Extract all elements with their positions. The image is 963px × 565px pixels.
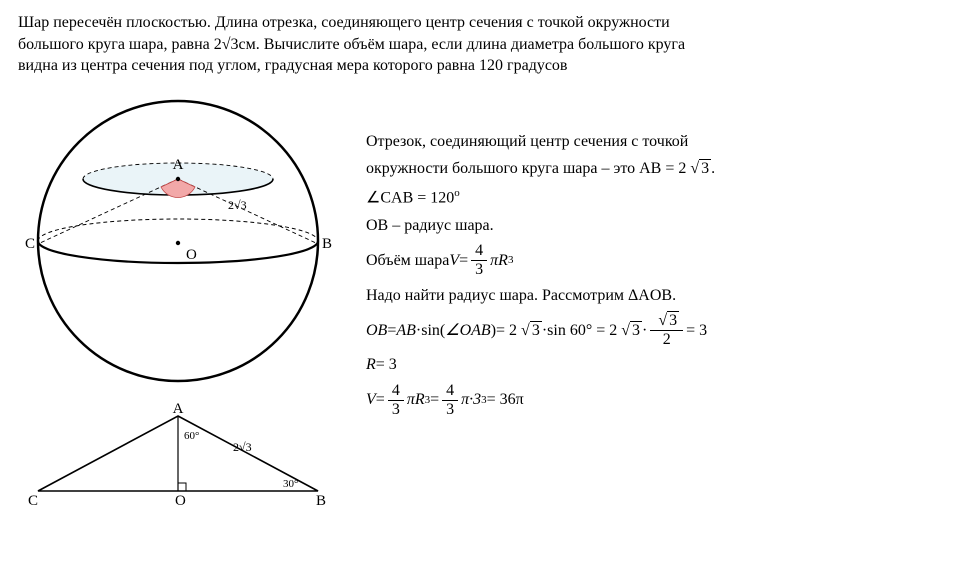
svg-text:B: B [316, 493, 326, 509]
problem-statement: Шар пересечён плоскостью. Длина отрезка,… [18, 12, 945, 77]
svg-text:30°: 30° [283, 478, 298, 490]
solution-text: OB – радиус шара. [366, 215, 945, 237]
solution-text: окружности большого круга шара – это AB … [366, 158, 945, 180]
triangle-diagram: A C B O 60° 2√3 30° [28, 401, 328, 511]
svg-text:B: B [322, 236, 332, 252]
ob-calc: OB = AB ·sin ( ∠OAB ) = 23 ·sin 60° = 23… [366, 312, 945, 348]
svg-text:A: A [173, 401, 184, 417]
solution-text: Надо найти радиус шара. Рассмотрим ΔAOB. [366, 285, 945, 307]
svg-text:60°: 60° [184, 430, 199, 442]
svg-text:C: C [25, 236, 35, 252]
volume-formula: Объём шара V = 43 π R3 [366, 242, 945, 278]
svg-text:2√3: 2√3 [233, 440, 252, 454]
svg-text:O: O [186, 247, 197, 263]
solution-column: Отрезок, соединяющий центр сечения с точ… [366, 91, 945, 511]
volume-calc: V = 43 πR3 = 43 π·33 = 36π [366, 382, 945, 418]
svg-text:2√3: 2√3 [228, 198, 247, 212]
solution-text: ∠CAB = 120о [366, 186, 945, 209]
svg-text:A: A [173, 157, 184, 173]
diagram-column: A C B O 2√3 A C B O 60° 2√3 30° [18, 91, 338, 511]
solution-text: Отрезок, соединяющий центр сечения с точ… [366, 131, 945, 153]
svg-text:C: C [28, 493, 38, 509]
problem-line: видна из центра сечения под углом, граду… [18, 55, 945, 77]
radius-result: R = 3 [366, 354, 945, 376]
problem-line: большого круга шара, равна 2√3см. Вычисл… [18, 34, 945, 56]
svg-text:O: O [175, 493, 186, 509]
sphere-diagram: A C B O 2√3 [18, 91, 338, 391]
problem-line: Шар пересечён плоскостью. Длина отрезка,… [18, 12, 945, 34]
